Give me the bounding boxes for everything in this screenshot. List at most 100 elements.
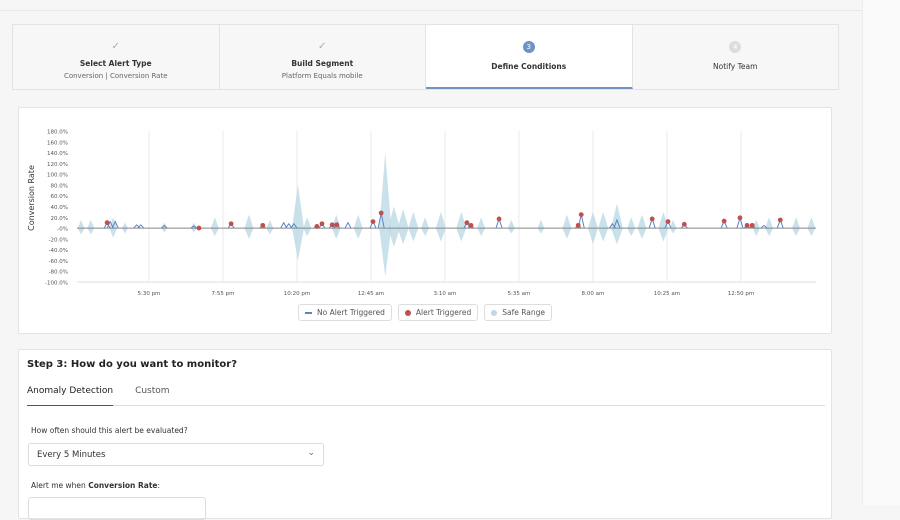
alert-point [749,222,755,228]
alert-point [578,212,584,217]
step-define-conditions[interactable]: 3 Define Conditions [426,25,633,89]
y-tick-label: 160.0% [47,140,68,146]
safe-range-band [190,222,197,233]
safe-range-band [435,211,446,242]
alert-point [370,219,376,224]
y-tick-label: 60.0% [51,194,68,200]
step-build-segment[interactable]: ✓ Build Segment Platform Equals mobile [220,25,426,89]
alert-point [378,210,384,216]
y-tick-label: 180.0% [47,130,68,136]
alert-point [721,218,727,224]
label-suffix: : [157,481,161,490]
y-tick-label: 20.0% [51,216,68,222]
x-tick-label: 7:55 pm [211,291,234,297]
alert-point [665,219,671,224]
line-spike [190,225,198,229]
condition-select[interactable] [28,497,206,520]
safe-range-band [477,217,486,237]
safe-range-band [610,203,623,245]
line-spike [290,222,298,229]
safe-range-band [537,219,545,234]
safe-range-band [598,211,609,242]
line-spike [285,222,293,229]
top-divider [0,10,900,11]
safe-range-band [765,217,774,237]
step-title: Define Conditions [491,62,567,71]
dot-icon [491,309,498,316]
y-tick-label: 140.0% [47,151,68,157]
legend-no-alert[interactable]: No Alert Triggered [298,304,392,321]
alert-point [260,222,266,228]
alert-point [319,221,325,227]
safe-range-band [669,219,677,234]
alert-point [777,217,783,223]
x-tick-label: 10:25 am [654,291,680,297]
safe-range-band [77,219,85,235]
safe-range-band [658,211,669,242]
safe-range-band [507,219,515,234]
x-tick-label: 12:45 am [358,291,384,297]
y-tick-label: -100.0% [45,281,68,287]
alert-point [744,222,750,228]
safe-range-band [353,214,363,239]
step-select-alert-type[interactable]: ✓ Select Alert Type Conversion | Convers… [13,25,220,89]
alert-point [329,222,335,228]
legend-label: No Alert Triggered [317,308,385,317]
y-tick-label: -80.0% [49,270,68,276]
alert-point [575,222,581,228]
y-axis-label: Conversion Rate [27,165,36,231]
legend-alert[interactable]: Alert Triggered [397,304,479,321]
legend-safe-range[interactable]: Safe Range [484,304,552,321]
monitor-tabs: Anomaly Detection Custom [27,386,825,406]
x-tick-label: 8:00 am [582,291,605,297]
alert-point [649,216,655,222]
y-tick-label: -40.0% [49,248,68,254]
alert-point [314,224,320,229]
y-tick-label: 100.0% [47,173,68,179]
alert-point [334,222,340,228]
safe-range-band [87,219,95,235]
x-tick-label: 12:50 pm [728,291,754,297]
alert-point [228,221,234,227]
safe-range-band [562,214,572,239]
line-spike [160,224,168,229]
step-number-badge: 4 [729,41,742,53]
safe-range-band [244,214,254,239]
safe-range-band [397,209,409,245]
step-notify-team[interactable]: 4 Notify Team [633,25,839,89]
safe-range-band [266,219,274,235]
conversion-rate-chart: 180.0% 160.0% 140.0% 120.0% 100.0% 80.0% 60.0%… [27,130,816,297]
section-heading: Step 3: How do you want to monitor? [27,359,238,370]
x-tick-label: 5:30 pm [137,291,160,297]
safe-range-band [792,217,801,237]
line-spike [344,221,352,229]
chart-card: 180.0% 160.0% 140.0% 120.0% 100.0% 80.0% 60.0%… [18,107,832,334]
tab-anomaly-detection[interactable]: Anomaly Detection [27,386,114,406]
y-tick-label: -0% [57,227,68,233]
step-title: Select Alert Type [79,59,152,68]
line-spike [137,224,145,229]
frequency-select[interactable]: Every 5 Minutes ⌄ [28,443,324,466]
monitor-section: Step 3: How do you want to monitor? Anom… [18,349,832,520]
alert-point [104,220,110,226]
legend-label: Safe Range [502,308,545,317]
safe-range-band [291,184,304,261]
step-title: Build Segment [291,59,354,68]
line-spike [106,220,114,229]
wizard-steps: ✓ Select Alert Type Conversion | Convers… [12,24,839,90]
alert-point [496,216,502,222]
check-icon: ✓ [111,41,120,52]
safe-range-band [379,152,392,277]
line-spike [280,221,288,229]
x-tick-label: 10:20 pm [284,291,310,297]
step-title: Notify Team [713,62,758,71]
x-tick-label: 3:10 am [434,291,457,297]
safe-range-band [161,222,168,233]
safe-range-band [637,214,647,239]
step-subtitle: Conversion | Conversion Rate [63,72,168,80]
safe-range-band [408,211,419,242]
label-prefix: Alert me when [31,481,89,490]
alert-point [737,215,743,221]
tab-custom[interactable]: Custom [135,386,170,396]
safe-range-band [807,217,816,237]
